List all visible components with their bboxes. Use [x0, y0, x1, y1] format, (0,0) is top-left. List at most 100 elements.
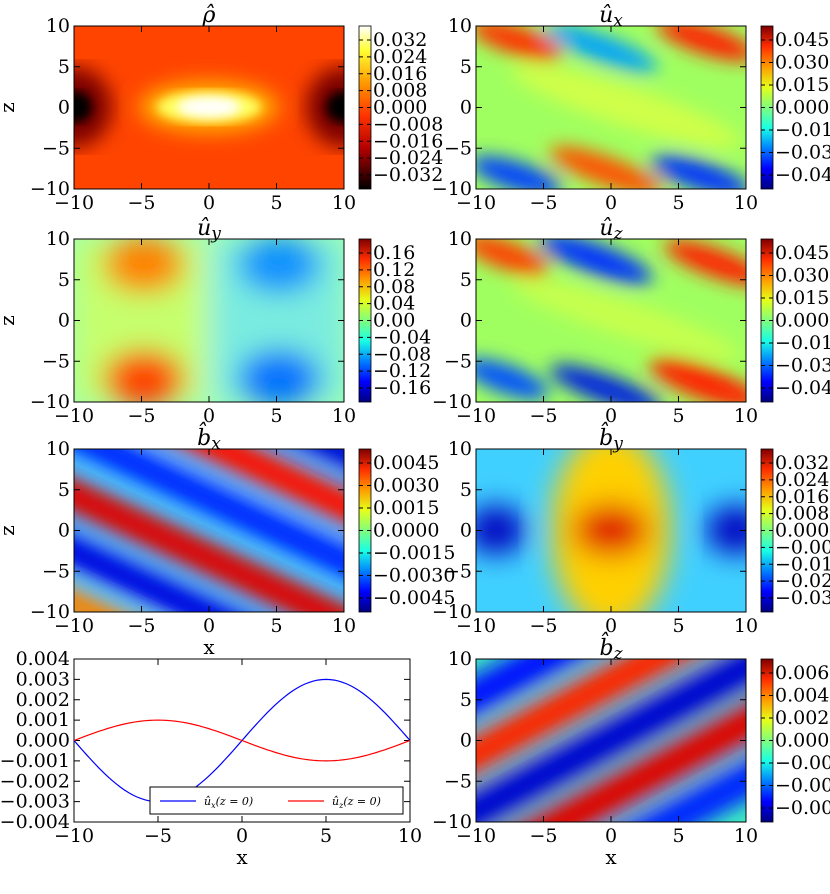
x-tick-label: 0: [605, 825, 617, 847]
colorbar-tick-label: 0.030: [775, 265, 829, 287]
colorbar-tick-label: −0.08: [373, 343, 431, 365]
y-tick-label: 10: [448, 648, 472, 670]
x-tick-label: −5: [529, 615, 557, 637]
colorbar-tick-label: 0.000: [775, 310, 829, 332]
legend-label: ûx(z = 0): [204, 795, 253, 810]
panel-title: b̂x: [197, 422, 221, 454]
x-tick-label: 5: [270, 405, 282, 427]
y-tick-label: 0.004: [16, 648, 70, 670]
panel-ux: [475, 25, 747, 190]
y-tick-label: −5: [42, 137, 70, 159]
x-tick-label: 10: [398, 825, 422, 847]
x-tick-label: −5: [529, 825, 557, 847]
panel-bx: [73, 448, 345, 613]
x-tick-label: −5: [529, 405, 557, 427]
y-tick-label: −0.002: [0, 770, 70, 792]
colorbar-tick-label: 0.008: [775, 503, 829, 525]
y-tick-label: −10: [30, 391, 70, 413]
y-tick-label: −0.003: [0, 791, 70, 813]
y-tick-label: 0: [460, 97, 472, 119]
generated-layer: −10−505101050−5−10ρ̂z0.0320.0240.0160.00…: [0, 3, 830, 869]
x-axis-label: x: [605, 845, 617, 869]
colorbar-tick-label: −0.008: [373, 113, 443, 135]
colorbar-tick-label: 0.006: [775, 662, 829, 684]
panel-title: ûz: [599, 216, 623, 244]
x-tick-label: 10: [332, 405, 356, 427]
x-tick-label: −5: [127, 615, 155, 637]
colorbar-tick-label: −0.01: [775, 553, 830, 575]
x-tick-label: 0: [605, 615, 617, 637]
x-tick-label: 10: [332, 615, 356, 637]
panel-title-subscript: y: [612, 434, 623, 454]
colorbar-tick-label: −0.00: [775, 775, 830, 797]
colorbar-tick-label: −0.032: [373, 164, 443, 186]
y-tick-label: −0.001: [0, 750, 70, 772]
x-tick-label: 10: [734, 825, 758, 847]
colorbar-tick-label: 0.00: [373, 310, 415, 332]
y-tick-label: 0.001: [16, 709, 70, 731]
y-tick-label: 5: [460, 689, 472, 711]
y-tick-label: −10: [432, 601, 472, 623]
colorbar-tick-label: −0.04: [775, 164, 830, 186]
y-tick-label: −10: [30, 178, 70, 200]
colorbar-tick-label: 0.015: [775, 287, 829, 309]
colorbar-tick-label: 0.04: [373, 293, 415, 315]
colorbar-tick-label: 0.08: [373, 276, 415, 298]
colorbar-tick-label: 0.030: [775, 52, 829, 74]
colorbar-tick-label: 0.12: [373, 259, 415, 281]
colorbar-tick-label: −0.00: [775, 797, 830, 819]
y-tick-label: −5: [444, 770, 472, 792]
colorbar-tick-label: −0.0015: [373, 542, 455, 564]
y-tick-label: −0.004: [0, 811, 70, 833]
y-axis-label: z: [0, 102, 19, 113]
y-tick-label: 10: [46, 438, 70, 460]
x-tick-label: 10: [734, 405, 758, 427]
y-tick-label: −10: [432, 178, 472, 200]
x-tick-label: 5: [672, 192, 684, 214]
colorbar-tick-label: 0.032: [775, 452, 829, 474]
panel-title: b̂z: [599, 632, 623, 664]
y-tick-label: 0.000: [16, 730, 70, 752]
x-tick-label: 5: [270, 192, 282, 214]
colorbar-tick-label: −0.03: [775, 142, 830, 164]
y-tick-label: 0: [58, 520, 70, 542]
y-tick-label: 0.003: [16, 668, 70, 690]
y-tick-label: 10: [448, 438, 472, 460]
colorbar-tick-label: 0.024: [775, 469, 829, 491]
x-tick-label: 10: [734, 615, 758, 637]
x-tick-label: −10: [456, 825, 496, 847]
colorbar-tick-label: 0.015: [775, 74, 829, 96]
panel-title-subscript: x: [613, 11, 623, 31]
x-tick-label: −10: [54, 825, 94, 847]
y-tick-label: −5: [444, 350, 472, 372]
colorbar-tick-label: 0.16: [373, 242, 415, 264]
panel-title: ûy: [197, 216, 221, 244]
y-tick-label: 0: [460, 310, 472, 332]
x-tick-label: −5: [529, 192, 557, 214]
x-tick-label: −10: [456, 192, 496, 214]
panel-rho: [73, 25, 345, 190]
x-tick-label: −10: [456, 405, 496, 427]
panel-title-subscript: y: [210, 224, 221, 244]
colorbar-tick-label: −0.00: [775, 752, 830, 774]
legend-label-subscript: x: [211, 801, 216, 810]
y-tick-label: 10: [448, 15, 472, 37]
colorbar-tick-label: −0.016: [373, 130, 443, 152]
y-tick-label: −10: [30, 601, 70, 623]
y-tick-label: −5: [444, 137, 472, 159]
x-tick-label: 5: [672, 405, 684, 427]
y-axis-label: z: [0, 525, 19, 536]
colorbar-tick-label: −0.0030: [373, 565, 455, 587]
y-tick-label: 0: [460, 520, 472, 542]
y-tick-label: −10: [432, 391, 472, 413]
y-tick-label: 5: [460, 269, 472, 291]
x-tick-label: −10: [54, 192, 94, 214]
y-tick-label: 10: [448, 228, 472, 250]
y-tick-label: 10: [46, 15, 70, 37]
colorbar-tick-label: 0.004: [775, 685, 829, 707]
x-tick-label: 0: [605, 405, 617, 427]
x-tick-label: 10: [332, 192, 356, 214]
panel-title-subscript: z: [613, 224, 624, 244]
colorbar-tick-label: −0.00: [775, 536, 830, 558]
colorbar-tick-label: 0.008: [373, 80, 427, 102]
